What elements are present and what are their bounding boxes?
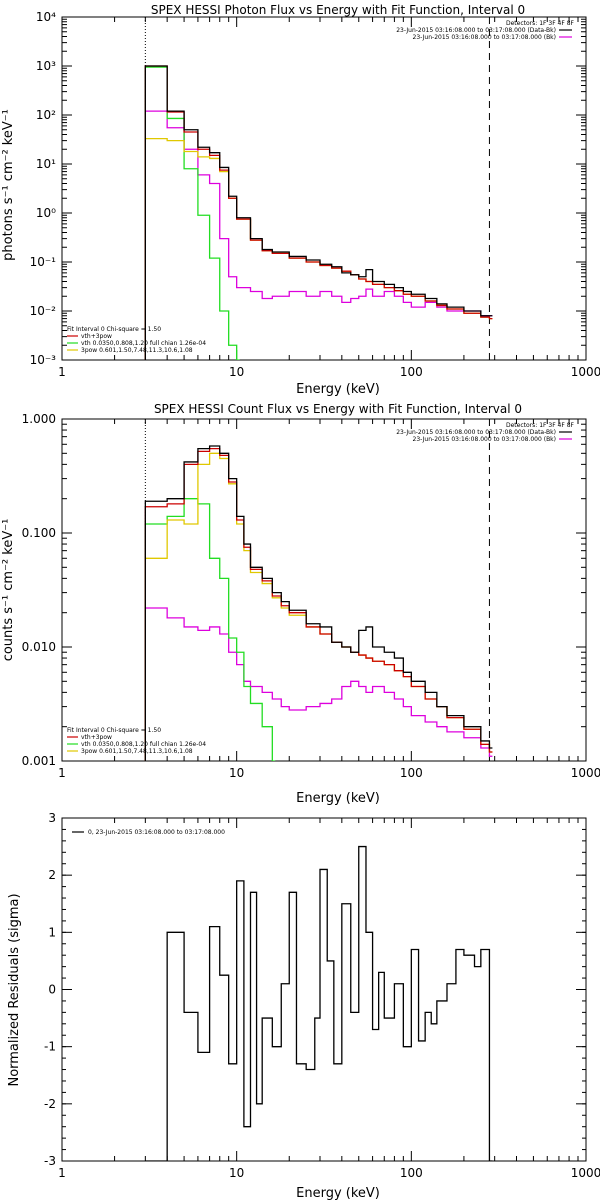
x-tick-label: 1 <box>58 365 66 379</box>
fit-legend-entry: vth 0.0350,0.808,1.20 full chian 1.26e-0… <box>81 340 206 347</box>
x-tick-label: 1000 <box>571 365 600 379</box>
legend-header: Detectors: 1F 3F 4F 8F <box>506 422 575 429</box>
fit-legend-entry: 3pow 0.601,1.50,7.48,11.3,10.6,1.08 <box>81 347 193 354</box>
y-tick-label: 10⁻³ <box>30 353 57 367</box>
y-tick-label: 0.010 <box>22 640 56 654</box>
x-tick-label: 10 <box>229 766 244 780</box>
x-axis-label: Energy (keV) <box>296 791 380 806</box>
fit-legend-header: Fit Interval 0 Chi-square = 1.50 <box>67 727 161 734</box>
fit-legend-entry: 3pow 0.601,1.50,7.48,11.3,10.6,1.08 <box>81 748 193 755</box>
residuals-panel: Energy (keV) Normalized Residuals (sigma… <box>7 811 600 1200</box>
legend-entry: 23-Jun-2015 03:16:08.000 to 03:17:08.000… <box>413 34 556 41</box>
y-axis-label: counts s⁻¹ cm⁻² keV⁻¹ <box>1 519 16 662</box>
legend-entry: 0, 23-Jun-2015 03:16:08.000 to 03:17:08.… <box>88 829 225 836</box>
fit-legend-entry: vth+3pow <box>81 333 112 340</box>
x-tick-label: 100 <box>400 1166 423 1180</box>
series-thermal-line <box>144 498 276 761</box>
y-tick-label: 10³ <box>36 59 56 73</box>
y-tick-label: -2 <box>44 1097 56 1111</box>
fit-legend-header: Fit Interval 0 Chi-square = 1.50 <box>67 326 161 333</box>
y-tick-label: 1.000 <box>22 412 56 426</box>
y-axis-label: photons s⁻¹ cm⁻² keV⁻¹ <box>1 109 16 261</box>
plot-frame <box>61 16 587 361</box>
photon-flux-panel: SPEX HESSI Photon Flux vs Energy with Fi… <box>1 3 600 397</box>
chart-title: SPEX HESSI Photon Flux vs Energy with Fi… <box>151 3 525 17</box>
y-tick-label: 10⁴ <box>36 10 56 24</box>
series-background-line <box>144 607 493 761</box>
legend-entry: 23-Jun-2015 03:16:08.000 to 03:17:08.000… <box>396 429 556 436</box>
y-axis-label: Normalized Residuals (sigma) <box>7 893 22 1086</box>
y-tick-label: 10⁰ <box>36 206 56 220</box>
x-tick-label: 100 <box>400 365 423 379</box>
series-powerlaw-line <box>144 452 493 761</box>
y-tick-label: 10² <box>36 108 56 122</box>
x-tick-label: 10 <box>229 365 244 379</box>
x-tick-label: 1000 <box>571 1166 600 1180</box>
series-data-line <box>144 445 493 761</box>
series-data-line <box>145 845 493 1161</box>
y-tick-label: 2 <box>48 868 56 882</box>
y-tick-label: 0 <box>48 983 56 997</box>
fit-legend-entry: vth+3pow <box>81 734 112 741</box>
legend-entry: 23-Jun-2015 03:16:08.000 to 03:17:08.000… <box>413 436 556 443</box>
series-data-line <box>144 65 493 360</box>
series-background-line <box>144 110 493 360</box>
count-flux-panel: SPEX HESSI Count Flux vs Energy with Fit… <box>1 402 600 806</box>
y-tick-label: 10⁻² <box>30 304 57 318</box>
x-axis-label: Energy (keV) <box>296 382 380 397</box>
y-tick-label: -1 <box>44 1040 56 1054</box>
y-tick-label: 0.001 <box>22 754 56 768</box>
fit-legend-entry: vth 0.0350,0.808,1.20 full chian 1.26e-0… <box>81 741 206 748</box>
y-tick-label: 3 <box>48 811 56 825</box>
x-axis-label: Energy (keV) <box>296 1186 380 1200</box>
y-tick-label: -3 <box>44 1154 56 1168</box>
x-tick-label: 1000 <box>571 766 600 780</box>
y-tick-label: 10¹ <box>36 157 56 171</box>
plot-frame <box>61 418 587 762</box>
x-tick-label: 1 <box>58 1166 66 1180</box>
y-tick-label: 1 <box>48 925 56 939</box>
chart-title: SPEX HESSI Count Flux vs Energy with Fit… <box>154 402 522 416</box>
x-tick-label: 10 <box>229 1166 244 1180</box>
legend-header: Detectors: 1F 3F 4F 8F <box>506 20 575 27</box>
y-tick-label: 10⁻¹ <box>30 255 57 269</box>
y-tick-label: 0.100 <box>22 526 56 540</box>
x-tick-label: 1 <box>58 766 66 780</box>
x-tick-label: 100 <box>400 766 423 780</box>
legend-entry: 23-Jun-2015 03:16:08.000 to 03:17:08.000… <box>396 27 556 34</box>
